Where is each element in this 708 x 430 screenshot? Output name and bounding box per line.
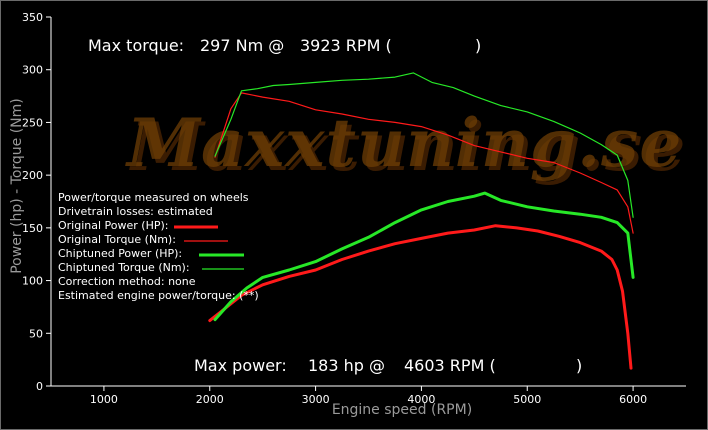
x-tick-label: 2000 xyxy=(196,393,224,406)
series-line-original-torque xyxy=(214,92,634,234)
legend-label-chiptuned-torque: Chiptuned Torque (Nm): xyxy=(58,261,190,274)
y-tick-label: 250 xyxy=(22,116,43,129)
watermark-text: Maxxtuning.se xyxy=(125,104,682,182)
series-line-original-power xyxy=(208,224,633,370)
y-tick-label: 200 xyxy=(22,169,43,182)
max-torque-suffix: ) xyxy=(475,36,481,55)
watermark: Maxxtuning.se Maxxtuning.se xyxy=(125,104,686,186)
max-torque-prefix: Max torque: xyxy=(88,36,184,55)
note-drivetrain: Drivetrain losses: estimated xyxy=(58,205,213,218)
y-tick-label: 50 xyxy=(29,327,43,340)
note-estimated: Estimated engine power/torque: (**) xyxy=(58,289,259,302)
legend-label-chiptuned-power: Chiptuned Power (HP): xyxy=(58,247,182,260)
x-tick-label: 6000 xyxy=(619,393,647,406)
y-tick-label: 350 xyxy=(22,11,43,24)
x-axis-label: Engine speed (RPM) xyxy=(332,402,472,418)
note-measured: Power/torque measured on wheels xyxy=(58,191,249,204)
max-power-prefix: Max power: xyxy=(194,356,287,375)
note-correction: Correction method: none xyxy=(58,275,196,288)
y-tick-label: 150 xyxy=(22,222,43,235)
series-layer xyxy=(208,72,635,370)
watermark-shadow: Maxxtuning.se xyxy=(129,108,686,186)
legend-label-original-torque: Original Torque (Nm): xyxy=(58,233,176,246)
series-line-chiptuned-torque xyxy=(214,72,634,218)
max-torque-value: 297 Nm @ xyxy=(200,36,284,55)
max-power-annotation: Max power: 183 hp @ 4603 RPM ( ) xyxy=(194,356,582,375)
max-power-rpm: 4603 RPM ( xyxy=(404,356,496,375)
y-ticks: 0 50 100 150 200 250 300 350 xyxy=(22,11,51,393)
max-power-suffix: ) xyxy=(576,356,582,375)
max-torque-rpm: 3923 RPM ( xyxy=(300,36,392,55)
max-torque-annotation: Max torque: 297 Nm @ 3923 RPM ( ) xyxy=(88,36,481,55)
max-power-value: 183 hp @ xyxy=(308,356,385,375)
legend-label-original-power: Original Power (HP): xyxy=(58,219,169,232)
y-axis-label: Power (hp) - Torque (Nm) xyxy=(9,98,25,274)
legend: Power/torque measured on wheels Drivetra… xyxy=(58,191,259,302)
x-ticks: 1000 2000 3000 4000 5000 6000 xyxy=(90,386,647,406)
x-tick-label: 1000 xyxy=(90,393,118,406)
series-line-chiptuned-power xyxy=(213,191,635,322)
x-tick-label: 4000 xyxy=(407,393,435,406)
y-tick-label: 0 xyxy=(36,380,43,393)
x-tick-label: 3000 xyxy=(302,393,330,406)
y-tick-label: 100 xyxy=(22,275,43,288)
axes xyxy=(50,17,686,387)
y-tick-label: 300 xyxy=(22,64,43,77)
x-tick-label: 5000 xyxy=(513,393,541,406)
